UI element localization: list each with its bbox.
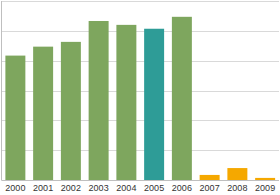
x-tick-label: 2000	[5, 183, 25, 193]
bar	[255, 178, 275, 180]
bars	[5, 17, 275, 180]
bar	[172, 17, 192, 180]
grid-line	[2, 1, 280, 2]
x-tick-label: 2005	[144, 183, 164, 193]
bar	[33, 47, 53, 180]
bar	[61, 42, 81, 180]
x-tick-label: 2007	[200, 183, 220, 193]
x-tick-label: 2001	[33, 183, 53, 193]
bar	[89, 21, 109, 180]
bar	[227, 168, 247, 180]
bar	[116, 25, 136, 180]
x-tick-label: 2003	[89, 183, 109, 193]
x-tick-label: 2008	[227, 183, 247, 193]
grid-line	[2, 31, 280, 32]
x-tick-label: 2002	[61, 183, 81, 193]
grid-line	[2, 180, 280, 181]
x-tick-label: 2006	[172, 183, 192, 193]
x-axis	[2, 180, 280, 181]
x-tick-label: 2009	[255, 183, 275, 193]
chart: 2000 2001 2002 2003 2004 2005 2006 2007 2008 2009	[0, 0, 280, 195]
bar	[5, 56, 25, 180]
x-tick-label: 2004	[116, 183, 136, 193]
bar	[144, 29, 164, 180]
y-axis	[1, 1, 2, 180]
bar	[200, 175, 220, 180]
